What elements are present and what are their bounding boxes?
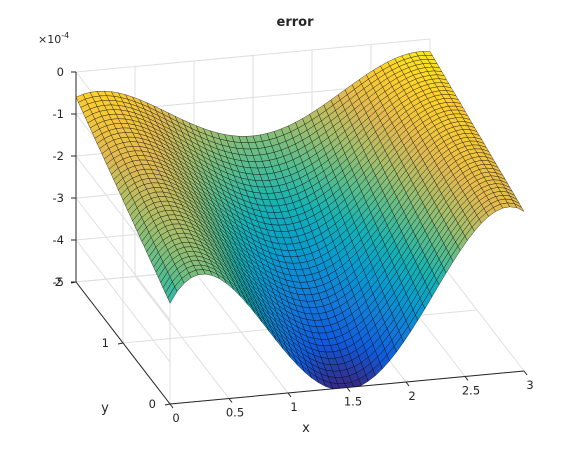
left-wall-grid-z — [75, 239, 171, 363]
x-tick-label: 1 — [290, 400, 297, 414]
z-tick-label: -2 — [53, 149, 64, 163]
x-tick-label: 2.5 — [462, 384, 480, 398]
chart-title: error — [277, 15, 315, 30]
y-tick-label: 2 — [55, 275, 62, 289]
x-tick-mark — [405, 381, 410, 387]
x-tick-mark — [228, 398, 233, 403]
x-tick-label: 0 — [172, 411, 179, 425]
y-axis-label: y — [101, 401, 109, 416]
surface-plot — [75, 51, 525, 390]
x-tick-label: 1.5 — [344, 395, 362, 409]
x-tick-label: 0.5 — [226, 406, 244, 420]
z-exponent-base: ×10 — [38, 33, 61, 46]
left-wall-grid-z — [75, 197, 171, 321]
z-axis-ticks: -5 -4 -3 -2 -1 0 — [53, 65, 76, 289]
back-wall-grid-z — [75, 38, 431, 73]
y-tick-mark — [164, 403, 171, 406]
y-axis-ticks: 0 1 2 — [55, 275, 171, 411]
z-tick-label: 0 — [57, 65, 64, 79]
z-tick-label: -4 — [53, 233, 64, 247]
y-tick-label: 1 — [102, 336, 109, 350]
x-axis-label: x — [302, 421, 310, 436]
y-tick-mark — [117, 342, 124, 345]
x-tick-mark — [169, 403, 174, 409]
x-tick-mark — [523, 370, 528, 376]
x-tick-mark — [464, 376, 469, 381]
x-tick-mark — [346, 387, 351, 392]
y-tick-label: 0 — [149, 397, 156, 411]
x-tick-mark — [287, 392, 292, 398]
x-tick-label: 2 — [408, 389, 415, 403]
z-tick-label: -3 — [53, 191, 64, 205]
z-axis-exponent: ×10-4 — [38, 31, 69, 46]
z-exponent-power: -4 — [61, 31, 69, 40]
surface-patch — [514, 203, 525, 212]
z-tick-label: -1 — [53, 107, 64, 121]
x-axis-ticks: 0 0.5 1 1.5 2 2.5 3 — [169, 370, 534, 425]
x-tick-label: 3 — [526, 378, 533, 392]
z-tick-label: -5 — [53, 275, 64, 289]
